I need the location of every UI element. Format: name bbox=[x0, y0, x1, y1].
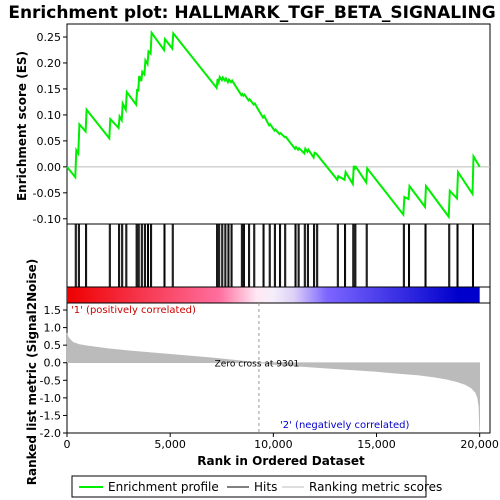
metric-ytick-label: -2.0 bbox=[40, 427, 61, 440]
rank-xtick-label: 10,000 bbox=[254, 438, 293, 451]
legend-metric-label: Ranking metric scores bbox=[309, 480, 442, 494]
metric-ytick-label: 1.5 bbox=[44, 304, 62, 317]
es-ytick-label: -0.10 bbox=[33, 213, 61, 226]
rank-xtick-label: 20,000 bbox=[460, 438, 499, 451]
legend-hits-label: Hits bbox=[254, 480, 277, 494]
es-ytick-label: 0.25 bbox=[37, 31, 62, 44]
es-plot-frame bbox=[66, 23, 491, 225]
metric-ytick-label: 0.0 bbox=[44, 357, 62, 370]
es-ytick-label: -0.05 bbox=[33, 187, 61, 200]
es-ytick-label: 0.15 bbox=[37, 83, 62, 96]
chart-title: Enrichment plot: HALLMARK_TGF_BETA_SIGNA… bbox=[8, 3, 495, 23]
metric-ytick-label: 0.5 bbox=[44, 339, 62, 352]
metric-axis-label: Ranked list metric (Signal2Noise) bbox=[25, 259, 39, 486]
es-panel: -0.10 -0.05 0.00 0.05 0.10 0.15 0.20 0.25 bbox=[33, 23, 491, 226]
es-ytick-label: 0.00 bbox=[37, 161, 62, 174]
metric-ytick-label: -1.0 bbox=[40, 392, 61, 405]
enrichment-profile-line bbox=[66, 29, 481, 220]
metric-ytick-label: -1.5 bbox=[40, 409, 61, 422]
rank-axis-label: Rank in Ordered Dataset bbox=[197, 454, 365, 468]
positive-correlation-label: '1' (positively correlated) bbox=[71, 305, 196, 316]
metric-ytick-label: 1.0 bbox=[44, 322, 62, 335]
es-axis-label: Enrichment score (ES) bbox=[15, 51, 29, 201]
hits-panel bbox=[66, 223, 491, 304]
rank-xtick-label: 0 bbox=[64, 438, 71, 451]
es-ytick-label: 0.20 bbox=[37, 57, 62, 70]
metric-panel: Zero cross at 9301 -2.0 -1.5 -1.0 -0.5 0.0 0.5… bbox=[40, 302, 499, 451]
ranking-metric-area bbox=[66, 332, 480, 432]
rank-xtick-label: 5,000 bbox=[154, 438, 186, 451]
es-ytick-label: 0.05 bbox=[37, 135, 62, 148]
legend-enrichment-label: Enrichment profile bbox=[108, 480, 219, 494]
ranking-colorbar bbox=[67, 287, 480, 303]
legend: Enrichment profile Hits Ranking metric sco… bbox=[71, 475, 442, 498]
es-ytick-label: 0.10 bbox=[37, 109, 62, 122]
negative-correlation-label: '2' (negatively correlated) bbox=[280, 420, 409, 431]
zero-cross-label: Zero cross at 9301 bbox=[215, 360, 300, 370]
metric-ytick-label: -0.5 bbox=[40, 374, 61, 387]
rank-xtick-label: 15,000 bbox=[357, 438, 396, 451]
